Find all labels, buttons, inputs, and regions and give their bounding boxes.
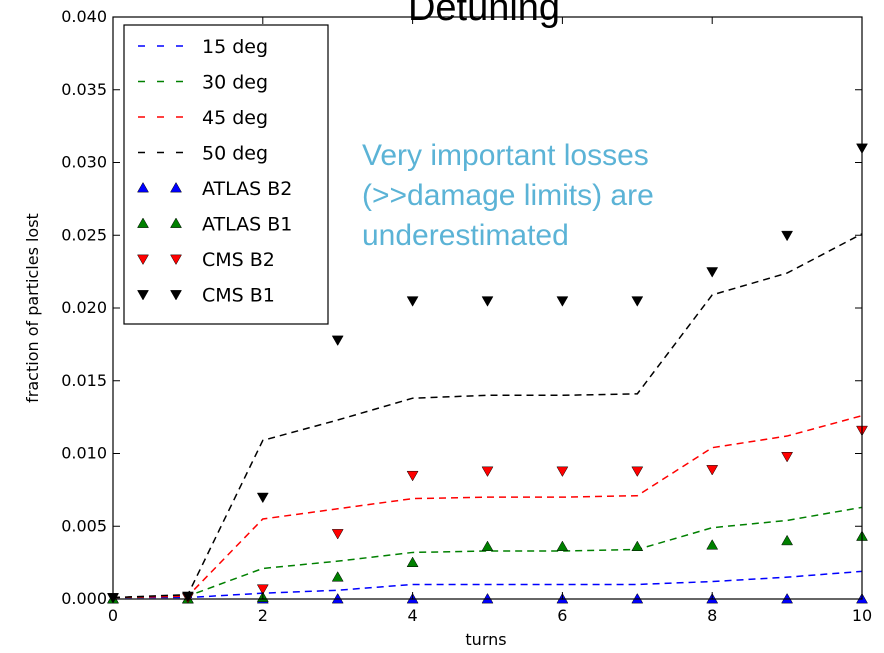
x-tick-label: 8 bbox=[707, 606, 717, 625]
legend-item: ATLAS B1 bbox=[137, 214, 292, 236]
legend-label: CMS B2 bbox=[202, 249, 275, 271]
marker-point bbox=[481, 592, 494, 604]
legend-marker-swatch bbox=[170, 217, 182, 228]
annotation-line-1: Very important losses bbox=[362, 139, 649, 172]
marker-point bbox=[781, 592, 794, 604]
marker-point bbox=[706, 465, 719, 476]
series-line-2 bbox=[112, 414, 863, 599]
annotation: Very important losses (>>damage limits) … bbox=[362, 139, 654, 252]
y-tick-label: 0.005 bbox=[61, 516, 107, 535]
marker-point bbox=[406, 470, 419, 482]
legend-marker-swatch bbox=[170, 290, 182, 301]
marker-point bbox=[781, 534, 794, 546]
x-tick-label: 2 bbox=[258, 606, 268, 625]
marker-point bbox=[781, 230, 794, 242]
marker-point bbox=[331, 592, 344, 604]
y-axis-label: fraction of particles lost bbox=[23, 213, 42, 403]
marker-point bbox=[256, 492, 269, 504]
series-line-0 bbox=[113, 570, 863, 599]
legend-marker-swatch bbox=[170, 181, 182, 193]
legend-item: ATLAS B2 bbox=[137, 178, 292, 200]
marker-point bbox=[556, 466, 569, 477]
legend-item: 50 deg bbox=[138, 143, 268, 165]
marker-point bbox=[181, 591, 194, 603]
x-tick-label: 10 bbox=[852, 606, 872, 625]
marker-point bbox=[331, 571, 344, 582]
axis-labels: turns fraction of particles lost bbox=[23, 213, 507, 649]
legend-marker-swatch bbox=[170, 254, 182, 266]
chart-title-group: Detuning bbox=[408, 0, 560, 29]
marker-point bbox=[331, 335, 344, 347]
legend-marker-swatch bbox=[137, 254, 149, 266]
plot-area bbox=[107, 143, 868, 604]
annotation-line-3: underestimated bbox=[362, 219, 569, 252]
marker-point bbox=[706, 267, 719, 278]
marker-point bbox=[406, 296, 419, 307]
legend-label: ATLAS B1 bbox=[202, 214, 292, 236]
legend-box bbox=[123, 24, 329, 325]
chart-title: Detuning bbox=[408, 0, 560, 29]
legend-label: 50 deg bbox=[202, 143, 268, 165]
legend-item: 30 deg bbox=[138, 72, 268, 94]
marker-point bbox=[631, 296, 644, 307]
marker-point bbox=[556, 540, 569, 551]
legend-marker-swatch bbox=[137, 181, 149, 193]
marker-point bbox=[631, 466, 644, 477]
marker-point bbox=[481, 466, 494, 477]
marker-point bbox=[256, 584, 269, 595]
y-tick-label: 0.035 bbox=[61, 80, 107, 99]
legend-label: CMS B1 bbox=[202, 285, 275, 307]
legend-label: 30 deg bbox=[202, 72, 268, 94]
y-tick-label: 0.030 bbox=[61, 153, 107, 172]
annotation-line-2: (>>damage limits) are bbox=[362, 179, 654, 212]
marker-point bbox=[631, 592, 644, 604]
marker-point bbox=[556, 296, 569, 307]
legend-label: 45 deg bbox=[202, 107, 268, 129]
y-tick-label: 0.020 bbox=[61, 298, 107, 317]
x-tick-label: 4 bbox=[408, 606, 418, 625]
marker-point bbox=[781, 452, 794, 463]
x-tick-label: 0 bbox=[108, 606, 118, 625]
axes: 0 2 4 6 8 10 0.000 0.005 0.010 0.015 0.020 0.025 0.0… bbox=[61, 7, 872, 625]
x-tick-label: 6 bbox=[557, 606, 567, 625]
legend-marker-swatch bbox=[137, 290, 149, 301]
marker-point bbox=[406, 556, 419, 567]
y-tick-label: 0.040 bbox=[61, 7, 107, 26]
legend-item: 45 deg bbox=[138, 107, 268, 129]
x-axis-label: turns bbox=[465, 630, 506, 649]
legend-item: 15 deg bbox=[138, 36, 268, 58]
legend-item: CMS B2 bbox=[137, 249, 275, 271]
marker-point bbox=[706, 539, 719, 550]
marker-point bbox=[631, 540, 644, 551]
y-tick-label: 0.010 bbox=[61, 444, 107, 463]
legend-label: 15 deg bbox=[202, 36, 268, 58]
y-tick-label: 0.025 bbox=[61, 225, 107, 244]
legend: 15 deg 30 deg 45 deg 50 deg ATLAS B2 ATLAS B1… bbox=[123, 24, 329, 325]
marker-point bbox=[481, 540, 494, 551]
legend-marker-swatch bbox=[137, 217, 149, 228]
legend-item: CMS B1 bbox=[137, 285, 275, 307]
marker-point bbox=[331, 529, 344, 540]
marker-point bbox=[481, 296, 494, 307]
y-tick-label: 0.000 bbox=[61, 589, 107, 608]
legend-label: ATLAS B2 bbox=[202, 178, 292, 200]
y-tick-label: 0.015 bbox=[61, 371, 107, 390]
